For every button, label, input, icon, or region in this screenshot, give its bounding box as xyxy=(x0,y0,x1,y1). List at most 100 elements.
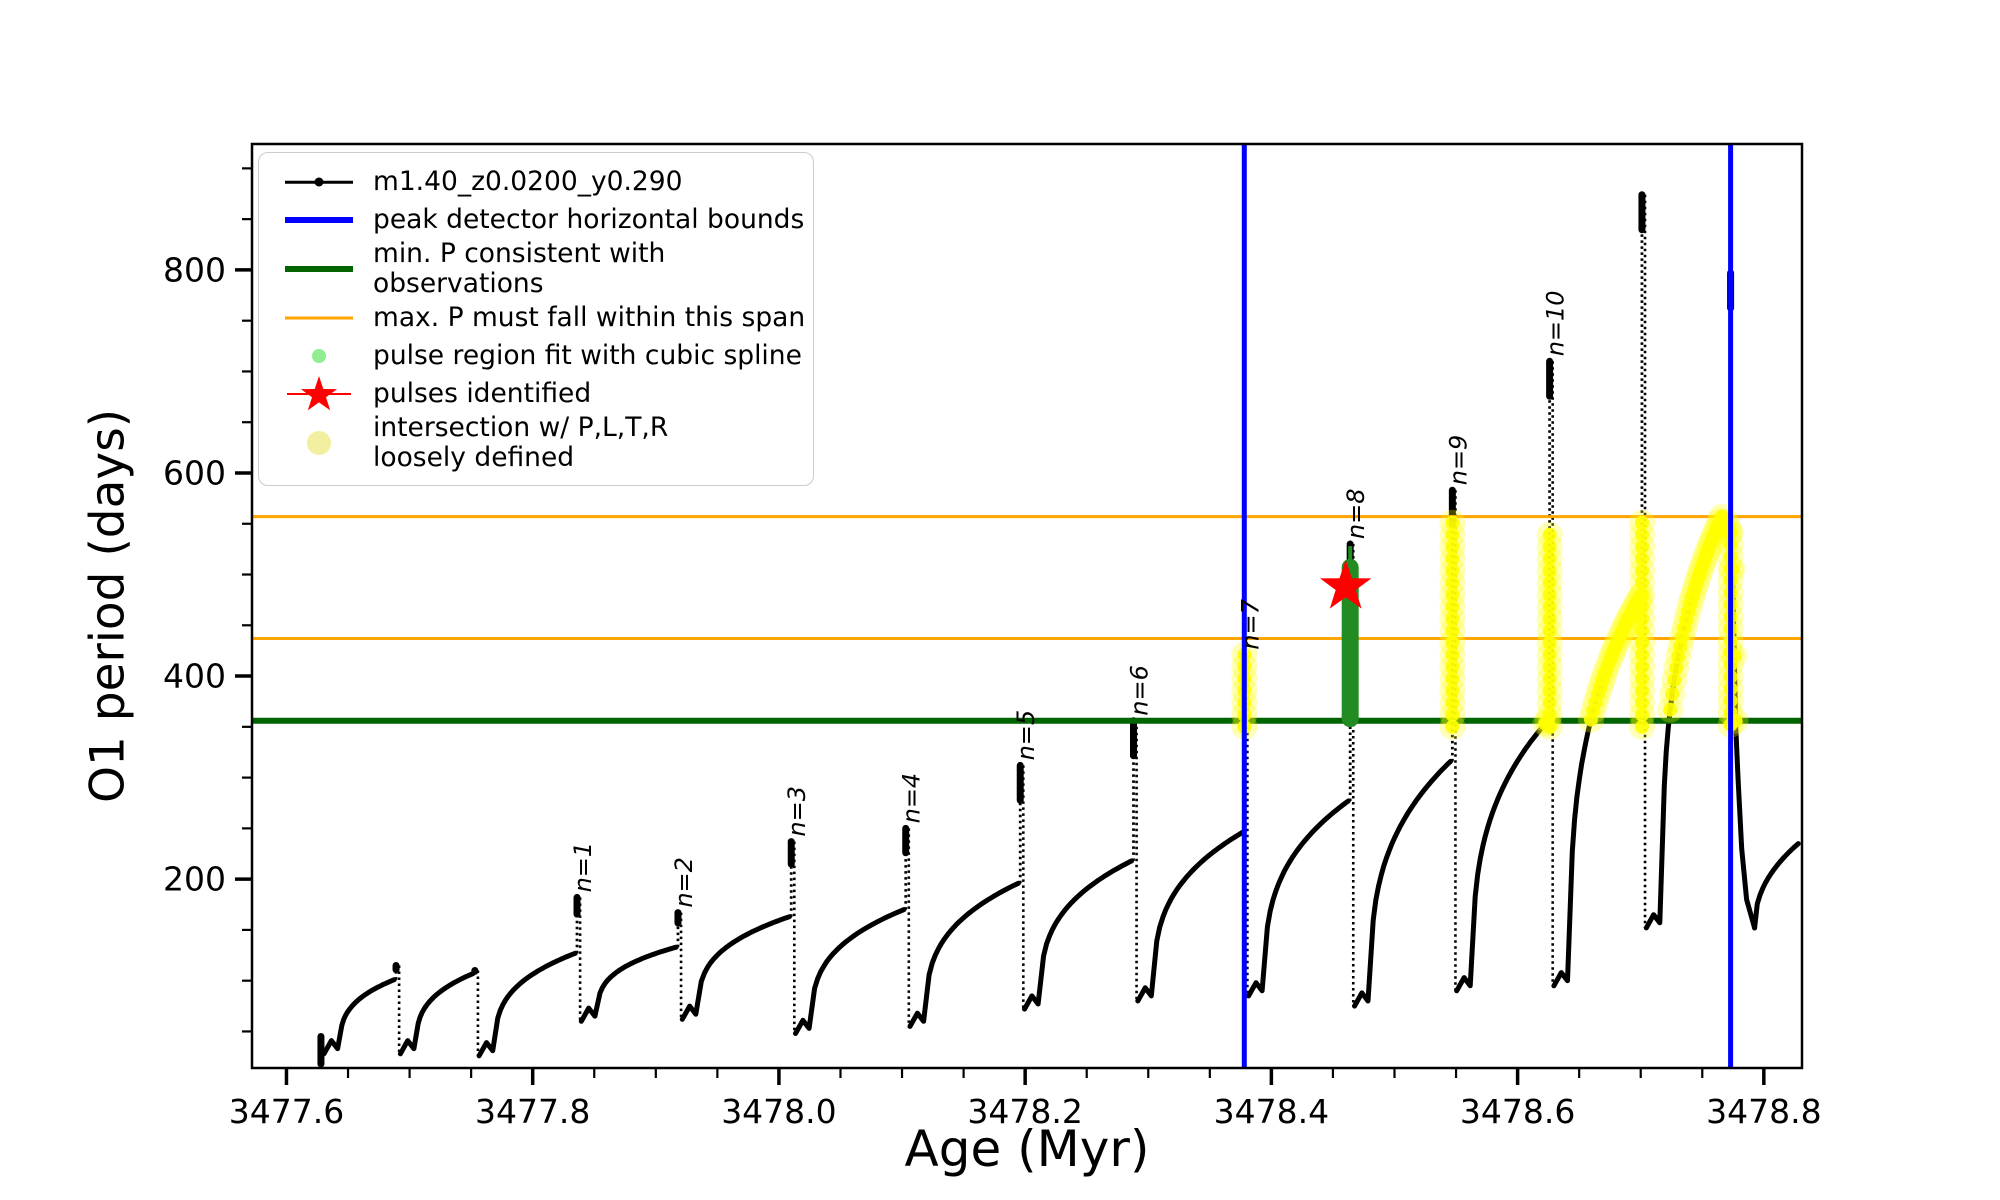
pulse-label-n10: n=10 xyxy=(1542,290,1570,356)
legend-star-swatch xyxy=(283,375,355,413)
intersection-dot xyxy=(1445,527,1460,542)
x-tick-label: 3478.8 xyxy=(1706,1092,1821,1131)
legend-line-swatch xyxy=(283,163,355,201)
intersection-dot xyxy=(1542,719,1557,734)
series-arc-segment xyxy=(397,971,476,1057)
legend-item-6: intersection w/ P,L,T,R loosely defined xyxy=(283,413,807,473)
legend-line-swatch xyxy=(283,299,355,337)
x-tick-label: 3477.8 xyxy=(475,1092,590,1131)
intersection-dot xyxy=(1635,707,1649,722)
intersection-dot xyxy=(1445,599,1460,614)
pulse-label-n7: n=7 xyxy=(1236,598,1264,649)
intersection-dot xyxy=(1635,551,1649,566)
intersection-dot xyxy=(1635,563,1649,578)
pulse-number-labels: n=1 n=2 n=3 n=4 n=5 n=6 n=7 n=8 n=9 n=10 xyxy=(569,290,1570,907)
legend-item-3: max. P must fall within this span xyxy=(283,299,807,337)
legend-item-2: min. P consistent with observations xyxy=(283,239,807,299)
intersection-dot xyxy=(1635,635,1649,650)
intersection-dot xyxy=(1542,611,1557,626)
intersection-dot xyxy=(1635,575,1649,590)
intersection-dot xyxy=(1542,707,1557,722)
intersection-dot xyxy=(1445,647,1460,662)
intersection-dot xyxy=(1445,551,1460,566)
intersection-dot xyxy=(1445,659,1460,674)
vertical-bound-lines xyxy=(1241,144,1734,1068)
intersection-dot xyxy=(1445,635,1460,650)
legend-item-label: pulses identified xyxy=(373,378,592,409)
series-arc-segment xyxy=(1246,798,1351,999)
axes: 3477.6 3477.8 3478.0 3478.2 3478.4 3478.6 3478… xyxy=(163,142,1822,1131)
legend-line xyxy=(285,217,353,223)
intersection-dot xyxy=(1663,702,1678,717)
legend-item-label: intersection w/ P,L,T,R loosely defined xyxy=(373,412,669,473)
pulse-label-n5: n=5 xyxy=(1012,710,1040,761)
legend-item-5: pulses identified xyxy=(283,375,807,413)
intersection-dot xyxy=(1445,611,1460,626)
series-arc-segment xyxy=(578,944,679,1024)
intersection-dot xyxy=(1542,635,1557,650)
intersection-dot xyxy=(1635,623,1649,638)
intersection-dot xyxy=(1635,719,1649,734)
intersection-dot xyxy=(1542,659,1557,674)
legend-item-label: min. P consistent with observations xyxy=(373,238,666,299)
intersection-dot xyxy=(1635,599,1649,614)
intersection-dot xyxy=(1635,695,1649,710)
series-arc-segment xyxy=(793,907,907,1036)
legend-line-swatch xyxy=(283,250,355,288)
legend-line xyxy=(285,266,353,272)
series-arc-segment xyxy=(476,950,578,1059)
intersection-dot xyxy=(1445,575,1460,590)
pulse-label-n2: n=2 xyxy=(670,857,698,908)
intersection-dot xyxy=(1445,539,1460,554)
intersection-dot-icon xyxy=(307,431,331,455)
intersection-dot xyxy=(1445,695,1460,710)
intersection-dot xyxy=(1542,587,1557,602)
intersection-dot xyxy=(1635,647,1649,662)
intersection-dot xyxy=(1635,683,1649,698)
intersection-dot xyxy=(1542,695,1557,710)
legend-point-marker xyxy=(314,177,324,187)
star-icon xyxy=(287,376,351,411)
legend-item-label: max. P must fall within this span xyxy=(373,302,806,333)
legend-line xyxy=(285,316,353,320)
intersection-dot xyxy=(1665,686,1680,701)
legend-item-label: m1.40_z0.0200_y0.290 xyxy=(373,166,683,197)
pulse-label-n1: n=1 xyxy=(569,842,597,893)
pulse-label-n4: n=4 xyxy=(898,773,926,824)
y-axis-label: O1 period (days) xyxy=(80,408,136,804)
x-tick-label: 3477.6 xyxy=(229,1092,344,1131)
pulse-star-marker xyxy=(1320,559,1372,609)
pulse-label-n8: n=8 xyxy=(1342,488,1370,539)
intersection-dot xyxy=(1542,683,1557,698)
intersection-dot xyxy=(1542,599,1557,614)
intersection-dot xyxy=(1542,647,1557,662)
intersection-dot xyxy=(1445,563,1460,578)
series-arc-segment xyxy=(679,914,792,1022)
series-arc-segment xyxy=(1022,858,1135,1012)
series-arc-segment xyxy=(907,880,1021,1029)
y-tick-label: 400 xyxy=(163,657,226,696)
intersection-dot xyxy=(1542,671,1557,686)
series-arc-segment xyxy=(1135,829,1245,1004)
intersection-dot xyxy=(1635,671,1649,686)
intersection-dot xyxy=(1445,515,1460,530)
pulse-label-n9: n=9 xyxy=(1444,435,1472,486)
pulse-label-n6: n=6 xyxy=(1125,665,1153,716)
legend-dot-swatch xyxy=(283,337,355,375)
intersection-dot xyxy=(1635,527,1649,542)
y-tick-label: 800 xyxy=(163,250,226,289)
intersection-dot xyxy=(1445,623,1460,638)
legend-item-1: peak detector horizontal bounds xyxy=(283,201,807,239)
pulses-identified xyxy=(1320,559,1372,609)
legend-item-label: pulse region fit with cubic spline xyxy=(373,340,802,371)
series-arc-segment xyxy=(1752,841,1801,931)
intersection-dot xyxy=(1542,623,1557,638)
intersection-dot xyxy=(1542,539,1557,554)
intersection-dot xyxy=(1445,587,1460,602)
series-arc-segment xyxy=(1352,758,1453,1009)
intersection-dot xyxy=(1635,587,1649,602)
legend-dot-swatch xyxy=(283,424,355,462)
intersection-dot xyxy=(1445,707,1460,722)
